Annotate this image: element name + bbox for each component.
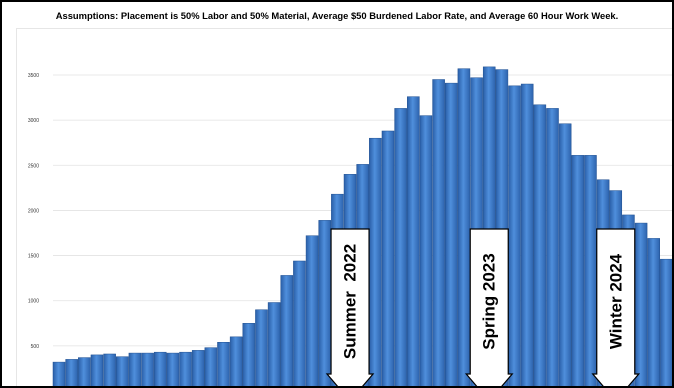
bar xyxy=(533,104,547,386)
annotation-label: Winter 2024 xyxy=(606,253,625,349)
bar xyxy=(103,353,116,386)
bar xyxy=(305,235,319,386)
bar xyxy=(141,352,154,386)
bar xyxy=(242,323,256,386)
bar xyxy=(394,108,407,386)
bar xyxy=(52,361,66,386)
bar xyxy=(381,130,395,386)
bar xyxy=(634,222,648,386)
bar xyxy=(432,79,445,386)
bar xyxy=(153,351,167,386)
bar xyxy=(457,68,471,386)
bar xyxy=(647,238,660,386)
bar xyxy=(293,260,306,386)
bar xyxy=(179,351,192,386)
y-tick-label: 2500 xyxy=(28,163,39,169)
bar xyxy=(520,83,534,386)
bar xyxy=(255,309,268,386)
annotation-arrow: Summer 2022 xyxy=(325,228,375,386)
bar xyxy=(65,359,78,386)
bar xyxy=(369,137,382,386)
bar xyxy=(660,258,672,386)
bar xyxy=(128,352,142,386)
y-tick-label: 1500 xyxy=(28,254,39,260)
arrow-shape xyxy=(464,228,514,386)
annotations: Summer 2022 Spring 2023 Winter 2024 xyxy=(325,228,641,386)
bar xyxy=(584,155,597,386)
y-tick-label: 500 xyxy=(31,344,40,350)
bar xyxy=(229,336,243,386)
y-tick-label: 3500 xyxy=(28,73,39,79)
annotation-arrow: Winter 2024 xyxy=(591,228,641,386)
chart-title: Assumptions: Placement is 50% Labor and … xyxy=(55,10,619,21)
arrow-shape xyxy=(325,228,375,386)
bar xyxy=(217,342,230,386)
y-axis-ticks: 500 1000 1500 2000 2500 3000 3500 xyxy=(28,73,39,350)
bar xyxy=(267,302,281,386)
bar xyxy=(546,108,559,386)
bar xyxy=(116,356,129,386)
bar xyxy=(508,85,521,386)
bar xyxy=(558,123,572,386)
annotation-label: Summer 2022 xyxy=(341,244,360,359)
y-tick-label: 3000 xyxy=(28,118,39,124)
bar xyxy=(444,82,458,386)
bar xyxy=(166,352,180,386)
bar xyxy=(191,350,205,386)
plot-area: 500 1000 1500 2000 2500 3000 3500 Summer 2022 S… xyxy=(16,28,672,386)
bar xyxy=(204,347,218,386)
bar xyxy=(407,96,420,386)
bar xyxy=(78,357,91,386)
bar xyxy=(318,220,332,386)
annotation-label: Spring 2023 xyxy=(480,253,499,349)
bar xyxy=(280,275,294,386)
bar xyxy=(419,115,433,386)
bar xyxy=(571,155,585,386)
annotation-arrow: Spring 2023 xyxy=(464,228,514,386)
arrow-shape xyxy=(591,228,641,386)
bar xyxy=(90,354,104,386)
y-tick-label: 2000 xyxy=(28,208,39,214)
y-tick-label: 1000 xyxy=(28,299,39,305)
